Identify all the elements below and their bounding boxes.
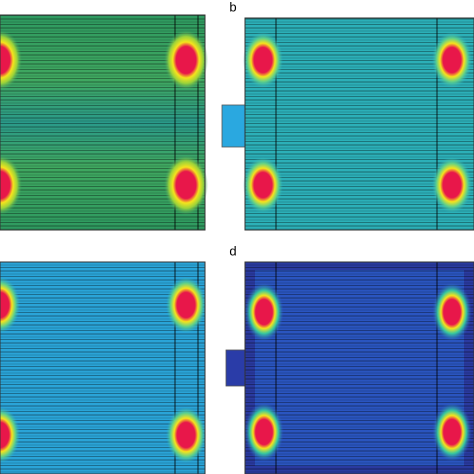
- panel-c: [0, 261, 206, 474]
- inlet: [221, 104, 247, 148]
- panel-label: d: [229, 243, 236, 258]
- hot-spot: [0, 277, 20, 333]
- panel-label: b: [229, 0, 236, 14]
- hot-spot: [243, 157, 283, 213]
- panel-border: [244, 17, 474, 231]
- inlet: [225, 349, 247, 387]
- hot-spot: [243, 32, 283, 88]
- panel-d: [225, 261, 474, 474]
- panel-border: [244, 261, 474, 474]
- hot-spot: [164, 155, 208, 215]
- panel-a: [0, 14, 208, 231]
- hot-spot: [244, 402, 284, 462]
- hot-spot: [0, 155, 22, 215]
- panel-border: [0, 14, 206, 231]
- hot-spot: [166, 277, 206, 333]
- hot-spot: [166, 407, 206, 463]
- hot-spot: [432, 402, 472, 462]
- panel-b: [221, 17, 474, 231]
- panel-border: [0, 261, 206, 474]
- hot-spot: [244, 282, 284, 342]
- hot-spot: [432, 32, 472, 88]
- hot-spot: [432, 282, 472, 342]
- hot-spot: [0, 30, 22, 90]
- hot-spot: [432, 157, 472, 213]
- hot-spot: [164, 30, 208, 90]
- hot-spot: [0, 407, 20, 463]
